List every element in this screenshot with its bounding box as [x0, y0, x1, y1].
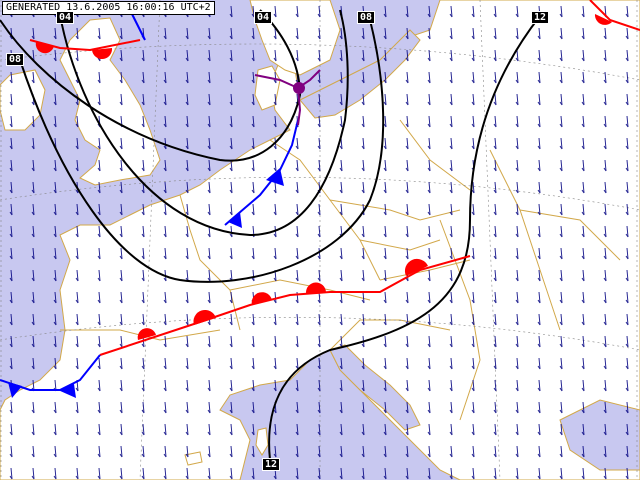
isobar-label-1004-north: 04 [254, 11, 273, 24]
isobar-label-1008-north: 08 [357, 11, 376, 24]
isobar-1008 [19, 19, 385, 283]
isobar-label-1004-west: 04 [56, 11, 75, 24]
isobar-label-1012-south: 12 [262, 458, 281, 471]
isobar-1004-inner [0, 9, 302, 162]
low-pressure-center [293, 82, 305, 94]
warm-front [99, 255, 471, 356]
cold-front-west [0, 354, 101, 398]
isobar-label-1008-west: 08 [6, 53, 25, 66]
isobar-1004-outer [59, 9, 349, 237]
isobar-label-1012-north: 12 [531, 11, 550, 24]
isobar-1012 [268, 15, 541, 461]
warm-front-northeast [589, 0, 640, 31]
generated-timestamp: GENERATED 13.6.2005 16:00:16 UTC+2 [2, 1, 215, 15]
cold-front-north [129, 9, 146, 41]
cold-front [224, 119, 299, 228]
isobars [0, 9, 541, 461]
warm-front-north [29, 39, 141, 60]
